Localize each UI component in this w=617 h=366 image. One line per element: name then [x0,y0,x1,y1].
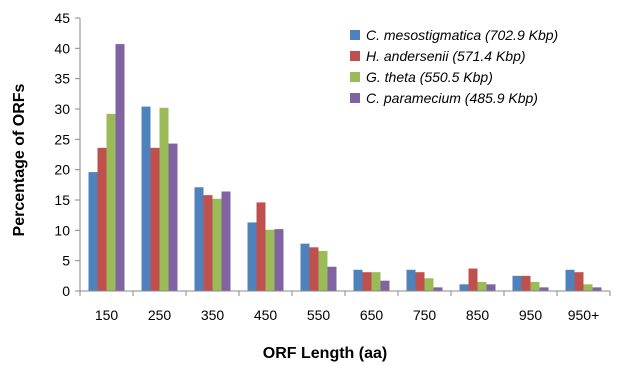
x-tick-label: 650 [360,307,384,323]
y-tick-label: 40 [54,40,70,56]
y-tick-labels: 0 5 10 15 20 25 30 35 40 45 [54,10,70,299]
bar [274,229,284,291]
bar [592,287,602,291]
bar [106,113,116,291]
bar [265,229,275,291]
bar [539,287,549,291]
x-tick-label: 450 [254,307,278,323]
x-tick-label: 350 [201,307,225,323]
bar [521,275,531,291]
bar [141,106,151,291]
y-tick-label: 45 [54,10,70,26]
bar [530,281,540,291]
bar [115,44,125,291]
bar [318,250,328,291]
bar [433,287,443,291]
y-tick-label: 0 [62,283,70,299]
x-tick-label: 150 [95,307,119,323]
bars [88,44,602,291]
x-tick-label: 250 [148,307,172,323]
legend-label: C. mesostigmatica (702.9 Kbp) [366,27,558,43]
y-tick-label: 30 [54,101,70,117]
bar [512,275,522,291]
bar [362,272,372,291]
bar [406,269,416,291]
x-tick-label: 950 [519,307,543,323]
bar [327,266,337,291]
axes [79,18,611,296]
bar [380,280,390,291]
bar [221,191,231,291]
bar [247,222,257,291]
bar [353,269,363,291]
bar [256,202,266,291]
bar [574,272,584,291]
bar [159,107,169,291]
bar [583,284,593,291]
bar [415,272,425,291]
y-axis-title: Percentage of ORFs [11,83,28,236]
legend-label: H. andersenii (571.4 Kbp) [366,48,526,64]
bar [468,268,478,291]
gridlines [75,17,80,292]
y-tick-label: 10 [54,222,70,238]
x-tick-labels: 150 250 350 450 550 650 750 850 950 950+ [95,307,599,323]
bar [459,284,469,291]
x-tick-label: 950+ [568,307,600,323]
bar [309,247,319,291]
x-tick-label: 750 [413,307,437,323]
x-tick-label: 850 [466,307,490,323]
bar [486,284,496,291]
x-axis-title: ORF Length (aa) [263,345,387,362]
legend-swatch [350,72,360,82]
bar [88,172,98,291]
y-tick-label: 35 [54,71,70,87]
bar [212,198,222,291]
y-tick-label: 20 [54,162,70,178]
bar [371,272,381,291]
bar [150,147,160,291]
bar [424,278,434,291]
y-tick-label: 15 [54,192,70,208]
legend-label: C. paramecium (485.9 Kbp) [366,90,538,106]
y-tick-label: 25 [54,131,70,147]
bar [203,195,213,291]
legend-swatch [350,93,360,103]
bar [168,143,178,291]
bar [97,147,107,291]
legend-swatch [350,30,360,40]
legend-swatch [350,51,360,61]
legend: C. mesostigmatica (702.9 Kbp) H. andersen… [350,27,558,106]
bar [565,269,575,291]
bar [194,187,204,291]
bar [300,243,310,291]
x-tick-label: 550 [307,307,331,323]
legend-label: G. theta (550.5 Kbp) [366,69,493,85]
y-tick-label: 5 [62,253,70,269]
bar [477,281,487,291]
